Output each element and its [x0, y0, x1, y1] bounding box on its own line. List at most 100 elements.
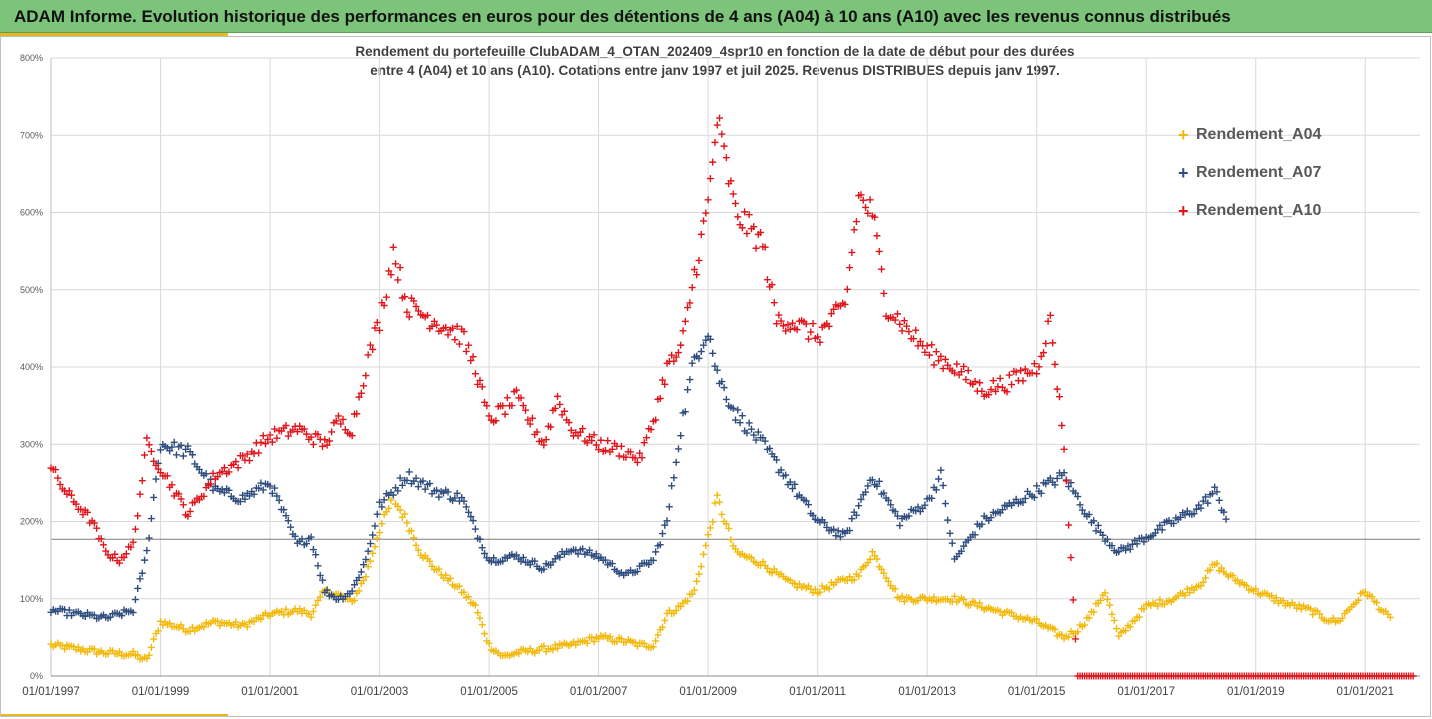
data-point-Rendement_A10	[508, 402, 516, 410]
data-point-Rendement_A10	[63, 490, 71, 498]
data-point-Rendement_A07	[131, 596, 139, 604]
data-point-Rendement_A10	[852, 218, 860, 226]
data-point-Rendement_A10	[348, 432, 356, 440]
data-point-Rendement_A07	[661, 521, 669, 529]
data-point-Rendement_A04	[1217, 564, 1225, 572]
data-point-Rendement_A07	[971, 531, 979, 539]
data-point-Rendement_A10	[608, 445, 616, 453]
data-point-Rendement_A10	[1049, 339, 1057, 347]
data-point-Rendement_A07	[960, 542, 968, 550]
data-point-Rendement_A07	[1090, 517, 1098, 525]
data-point-Rendement_A10	[503, 394, 511, 402]
data-point-Rendement_A07	[1053, 474, 1061, 482]
data-point-Rendement_A10	[827, 310, 835, 318]
data-point-Rendement_A07	[396, 474, 404, 482]
data-point-Rendement_A07	[887, 501, 895, 509]
data-point-Rendement_A07	[1126, 545, 1134, 553]
data-point-Rendement_A07	[225, 486, 233, 494]
data-point-Rendement_A10	[565, 418, 573, 426]
data-point-Rendement_A04	[366, 557, 374, 565]
data-point-Rendement_A10	[533, 428, 541, 436]
xtick-label: 01/01/2005	[460, 686, 518, 698]
data-point-Rendement_A07	[786, 478, 794, 486]
data-point-Rendement_A10	[77, 505, 85, 513]
data-point-Rendement_A10	[679, 327, 687, 335]
data-point-Rendement_A04	[282, 605, 290, 613]
data-point-Rendement_A10	[700, 217, 708, 225]
data-point-Rendement_A04	[747, 554, 755, 562]
data-point-Rendement_A04	[684, 597, 692, 605]
data-point-Rendement_A10	[690, 265, 698, 273]
data-point-Rendement_A10	[1056, 393, 1063, 401]
data-point-Rendement_A10	[321, 436, 329, 444]
data-point-Rendement_A04	[1115, 632, 1123, 640]
data-point-Rendement_A07	[405, 468, 413, 476]
data-point-Rendement_A07	[380, 496, 388, 504]
data-point-Rendement_A04	[695, 570, 703, 578]
data-point-Rendement_A07	[732, 416, 739, 424]
data-point-Rendement_A10	[640, 439, 648, 447]
data-point-Rendement_A04	[930, 593, 938, 601]
data-point-Rendement_A04	[465, 593, 473, 601]
data-point-Rendement_A10	[145, 441, 153, 449]
data-point-Rendement_A10	[460, 328, 468, 336]
data-point-Rendement_A04	[613, 638, 621, 646]
data-point-Rendement_A07	[932, 486, 940, 494]
data-point-Rendement_A10	[257, 438, 265, 446]
data-point-Rendement_A07	[722, 395, 730, 403]
data-point-Rendement_A10	[501, 410, 509, 418]
data-point-Rendement_A10	[332, 417, 340, 425]
data-point-Rendement_A04	[825, 585, 833, 593]
data-point-Rendement_A10	[90, 519, 98, 527]
data-point-Rendement_A04	[408, 527, 416, 535]
data-point-Rendement_A10	[328, 428, 336, 436]
data-point-Rendement_A04	[713, 491, 721, 499]
data-point-Rendement_A07	[239, 491, 247, 499]
data-point-Rendement_A10	[84, 508, 92, 516]
data-point-Rendement_A10	[405, 313, 413, 321]
data-point-Rendement_A10	[184, 512, 192, 520]
data-point-Rendement_A10	[1040, 349, 1048, 357]
data-point-Rendement_A10	[718, 130, 726, 138]
data-point-Rendement_A07	[1076, 501, 1084, 509]
data-point-Rendement_A07	[499, 557, 507, 565]
data-point-Rendement_A07	[674, 445, 682, 453]
data-point-Rendement_A04	[1368, 593, 1376, 601]
data-point-Rendement_A10	[371, 324, 379, 332]
data-point-Rendement_A07	[314, 562, 322, 570]
data-point-Rendement_A10	[976, 379, 984, 387]
data-point-Rendement_A04	[134, 651, 142, 659]
data-point-Rendement_A07	[373, 510, 381, 518]
data-point-Rendement_A07	[1103, 535, 1111, 543]
data-point-Rendement_A04	[1272, 594, 1280, 602]
data-point-Rendement_A07	[350, 581, 358, 589]
data-point-Rendement_A10	[1019, 377, 1027, 385]
data-point-Rendement_A04	[1202, 574, 1210, 582]
ytick-label: 700%	[20, 130, 43, 140]
data-point-Rendement_A10	[334, 412, 342, 420]
xtick-label: 01/01/2007	[570, 686, 628, 698]
data-point-Rendement_A07	[700, 341, 708, 349]
data-point-Rendement_A10	[323, 441, 331, 449]
data-point-Rendement_A10	[761, 243, 769, 251]
data-point-Rendement_A10	[191, 498, 199, 506]
data-point-Rendement_A04	[1183, 585, 1191, 593]
data-point-Rendement_A04	[307, 613, 315, 621]
data-point-Rendement_A10	[576, 428, 584, 436]
data-point-Rendement_A10	[403, 308, 411, 316]
data-point-Rendement_A04	[1309, 611, 1317, 619]
data-point-Rendement_A04	[371, 543, 379, 551]
data-point-Rendement_A07	[1215, 496, 1223, 504]
data-point-Rendement_A04	[960, 595, 968, 603]
data-point-Rendement_A10	[271, 425, 279, 433]
data-point-Rendement_A07	[1099, 531, 1107, 539]
data-point-Rendement_A10	[590, 431, 598, 439]
data-point-Rendement_A10	[670, 357, 678, 365]
data-point-Rendement_A07	[1078, 506, 1086, 514]
data-point-Rendement_A10	[239, 452, 247, 460]
data-point-Rendement_A07	[1190, 510, 1198, 518]
data-point-Rendement_A04	[115, 648, 123, 656]
data-point-Rendement_A10	[478, 383, 486, 391]
data-point-Rendement_A04	[549, 646, 557, 654]
data-point-Rendement_A07	[574, 550, 582, 558]
